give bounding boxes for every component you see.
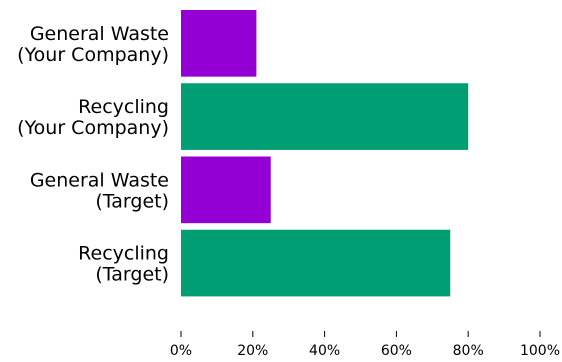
x-tick-label: 40% <box>309 343 340 359</box>
category-label-line: Recycling <box>78 243 169 265</box>
category-label-line: (Target) <box>95 190 169 212</box>
category-label-line: (Your Company) <box>17 44 169 66</box>
x-tick-label: 0% <box>170 343 192 359</box>
x-tick-label: 80% <box>453 343 484 359</box>
bar-1 <box>181 83 469 150</box>
category-label-line: Recycling <box>78 96 169 118</box>
category-label-0: General Waste (Your Company) <box>17 23 169 66</box>
x-axis: 0% 20% 40% 60% 80% 100% <box>170 331 560 359</box>
category-labels: General Waste (Your Company)Recycling (You… <box>17 23 169 286</box>
category-label-line: (Your Company) <box>17 117 169 139</box>
category-label-3: Recycling (Target) <box>78 243 169 286</box>
x-tick-label: 60% <box>381 343 412 359</box>
category-label-1: Recycling (Your Company) <box>17 96 169 139</box>
category-label-line: (Target) <box>95 264 169 286</box>
bar-3 <box>181 229 451 297</box>
category-label-2: General Waste (Target) <box>30 169 169 212</box>
bar-0 <box>181 10 257 77</box>
bar-group <box>181 10 469 297</box>
x-tick-label: 20% <box>237 343 268 359</box>
category-label-line: General Waste <box>30 169 169 191</box>
bar-2 <box>181 156 271 224</box>
x-tick-label: 100% <box>520 343 560 359</box>
category-label-line: General Waste <box>30 23 169 45</box>
